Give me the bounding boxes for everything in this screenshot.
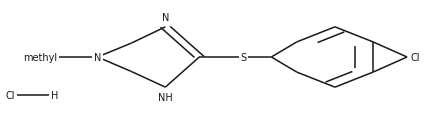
Text: NH: NH [158, 92, 173, 102]
Text: S: S [241, 53, 247, 62]
Text: N: N [162, 13, 169, 23]
Text: NH: NH [158, 92, 173, 102]
Text: N: N [94, 53, 101, 62]
Text: H: H [51, 90, 58, 100]
Text: H: H [51, 90, 58, 100]
Text: N: N [162, 13, 169, 23]
Text: Cl: Cl [410, 53, 420, 62]
Text: Cl: Cl [6, 90, 15, 100]
Text: methyl: methyl [23, 53, 57, 62]
Text: Cl: Cl [6, 90, 15, 100]
Text: S: S [241, 53, 247, 62]
Text: methyl: methyl [23, 53, 57, 62]
Text: N: N [94, 53, 101, 62]
Text: Cl: Cl [410, 53, 420, 62]
